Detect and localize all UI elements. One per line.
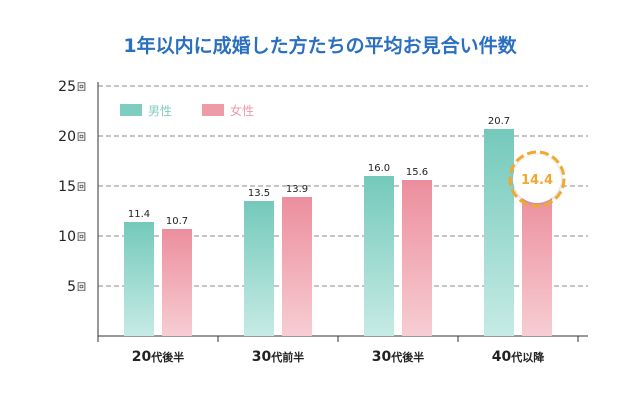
legend-label-female: 女性 <box>230 103 254 118</box>
y-tick-unit: 回 <box>77 182 86 193</box>
data-label: 16.0 <box>368 163 390 174</box>
y-tick-label: 20 <box>58 129 76 145</box>
x-tick-label: 30代前半 <box>252 349 304 365</box>
data-label: 11.4 <box>128 209 150 220</box>
legend-label-male: 男性 <box>148 104 172 118</box>
legend: 男性 女性 <box>120 103 254 118</box>
chart-title: 1年以内に成婚した方たちの平均お見合い件数 <box>123 34 517 57</box>
legend-swatch-male <box>120 104 142 116</box>
x-tick-label: 30代後半 <box>372 349 424 365</box>
y-tick-unit: 回 <box>77 82 86 93</box>
highlight-callout: 14.4 <box>508 150 566 208</box>
y-tick-unit: 回 <box>77 132 86 143</box>
data-label: 20.7 <box>488 116 510 127</box>
bar-female <box>162 229 192 336</box>
y-tick-label: 15 <box>58 179 76 195</box>
highlight-value-label: 14.4 <box>521 173 553 188</box>
data-label: 15.6 <box>406 167 428 178</box>
data-label: 13.9 <box>286 184 308 195</box>
bars <box>124 129 552 336</box>
data-labels: 11.4 13.5 16.0 20.7 10.7 13.9 15.6 <box>128 116 510 227</box>
y-tick-unit: 回 <box>77 232 86 243</box>
highlight-circle <box>513 155 561 203</box>
y-tick-unit: 回 <box>77 282 86 293</box>
y-tick-label: 5 <box>67 279 76 295</box>
bar-male <box>484 129 514 336</box>
legend-swatch-female <box>202 104 224 116</box>
bar-male <box>244 201 274 336</box>
data-label: 13.5 <box>248 188 270 199</box>
bar-female <box>522 192 552 336</box>
highlight-ring <box>508 150 566 208</box>
x-tick-label: 20代後半 <box>132 349 184 365</box>
y-tick-label: 10 <box>58 229 76 245</box>
data-label: 10.7 <box>166 216 188 227</box>
bar-female <box>282 197 312 336</box>
y-tick-label: 25 <box>58 79 76 95</box>
bar-female <box>402 180 432 336</box>
x-tick-label: 40代以降 <box>492 349 545 365</box>
bar-male <box>364 176 394 336</box>
bar-male <box>124 222 154 336</box>
